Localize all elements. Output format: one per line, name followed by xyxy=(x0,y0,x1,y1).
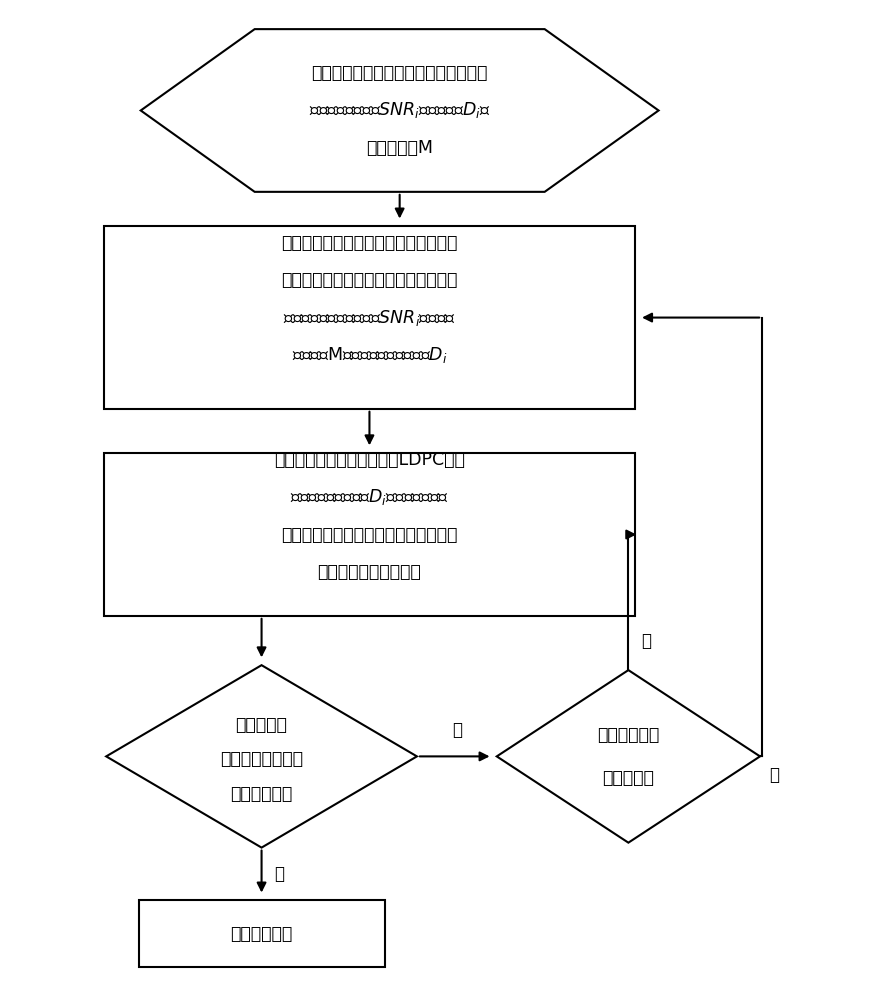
Text: 否: 否 xyxy=(641,632,652,650)
Text: 是: 是 xyxy=(769,766,779,784)
Text: 判断所有的遥测数: 判断所有的遥测数 xyxy=(220,750,303,768)
Text: 当前无线通信链路的质量$\it{SNR_i}$，并结合: 当前无线通信链路的质量$\it{SNR_i}$，并结合 xyxy=(283,308,456,328)
Text: 无线通信链路质量$\it{SNR_i}$与调制方案$\it{D_i}$间: 无线通信链路质量$\it{SNR_i}$与调制方案$\it{D_i}$间 xyxy=(309,100,490,119)
Bar xyxy=(104,226,635,409)
Text: 是: 是 xyxy=(275,865,284,883)
Text: 据发送完毕？: 据发送完毕？ xyxy=(231,785,293,803)
Text: 机载收发器开始对无线通信的时间进行: 机载收发器开始对无线通信的时间进行 xyxy=(282,234,458,252)
Text: 的映射关系M: 的映射关系M xyxy=(367,139,433,157)
Text: 机载收发器: 机载收发器 xyxy=(236,716,288,734)
Text: 调制，最后通过无线射频电路将调制结: 调制，最后通过无线射频电路将调制结 xyxy=(282,526,458,544)
Text: 通过大量的测试验证，获得可靠通信时: 通过大量的测试验证，获得可靠通信时 xyxy=(311,64,488,82)
Text: 计时，并利用其内部的信道估计器估计: 计时，并利用其内部的信道估计器估计 xyxy=(282,271,458,289)
Text: 预设阈值？: 预设阈值？ xyxy=(602,769,654,787)
Text: 否: 否 xyxy=(452,721,462,739)
Bar xyxy=(139,900,384,967)
Text: 映射关系M，得到对应的调制方案$\it{D_i}$: 映射关系M，得到对应的调制方案$\it{D_i}$ xyxy=(292,345,447,365)
Text: 计时时间达到: 计时时间达到 xyxy=(597,726,660,744)
Text: 果发送给地面站收发器: 果发送给地面站收发器 xyxy=(317,563,421,581)
Text: 结束本次通信: 结束本次通信 xyxy=(231,925,293,943)
Text: 机载收发器对遥测数据进行LDPC码编: 机载收发器对遥测数据进行LDPC码编 xyxy=(274,451,465,469)
Bar xyxy=(104,453,635,616)
Text: 码，并依据调制方案$\it{D_i}$对编码结果进行: 码，并依据调制方案$\it{D_i}$对编码结果进行 xyxy=(290,487,449,507)
